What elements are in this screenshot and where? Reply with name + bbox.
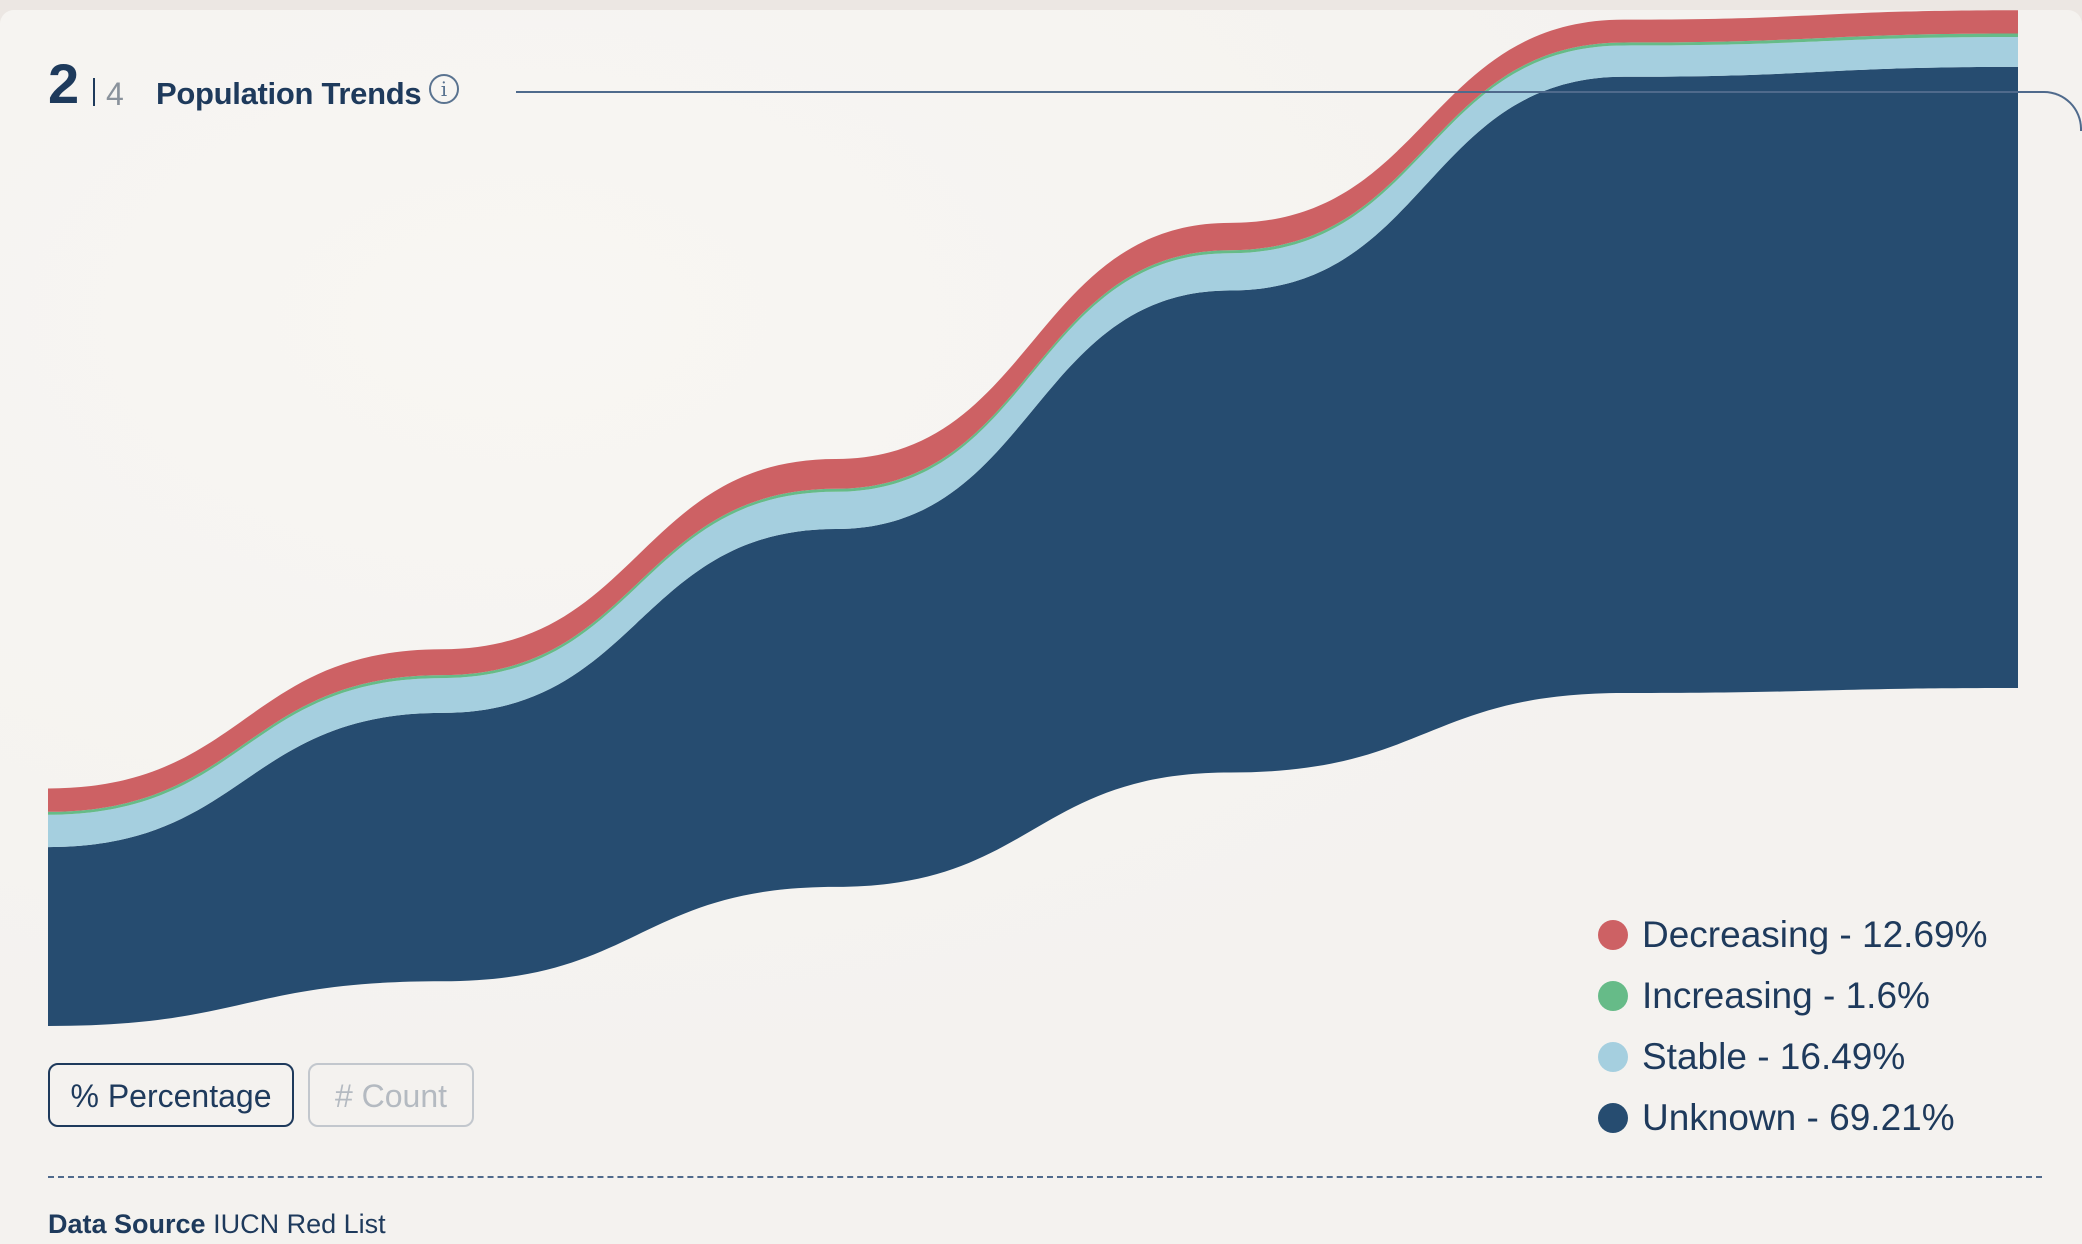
legend-label-decreasing: Decreasing - 12.69% <box>1642 914 1988 955</box>
area-series-unknown <box>48 66 2018 1026</box>
chart-card: 2 4 Population Trends i Decreasing - 12.… <box>0 10 2082 1244</box>
step-total: 4 <box>106 76 124 112</box>
legend-dot-unknown <box>1598 1103 1628 1133</box>
footer-divider <box>48 1176 2042 1178</box>
legend-dot-stable <box>1598 1042 1628 1072</box>
legend-label-increasing: Increasing - 1.6% <box>1642 975 1930 1016</box>
header-divider <box>516 91 2082 131</box>
area-series-stable <box>48 37 2018 848</box>
legend-label-unknown: Unknown - 69.21% <box>1642 1097 1955 1138</box>
chart-header: 2 4 Population Trends i <box>48 46 2082 136</box>
legend-dot-decreasing <box>1598 920 1628 950</box>
legend-label-stable: Stable - 16.49% <box>1642 1036 1906 1077</box>
data-source: Data Source IUCN Red List <box>48 1206 386 1242</box>
step-divider <box>93 78 95 106</box>
chart-title: Population Trends <box>156 76 422 111</box>
area-series-decreasing <box>48 10 2018 812</box>
data-source-value: IUCN Red List <box>213 1209 386 1239</box>
legend-dot-increasing <box>1598 981 1628 1011</box>
population-trends-chart <box>48 10 2018 1026</box>
data-source-label: Data Source <box>48 1209 206 1239</box>
info-circle-icon[interactable]: i <box>429 74 459 104</box>
count-toggle-button[interactable]: # Count <box>308 1063 474 1127</box>
percentage-toggle-button[interactable]: % Percentage <box>48 1063 294 1127</box>
step-current: 2 <box>48 52 80 115</box>
